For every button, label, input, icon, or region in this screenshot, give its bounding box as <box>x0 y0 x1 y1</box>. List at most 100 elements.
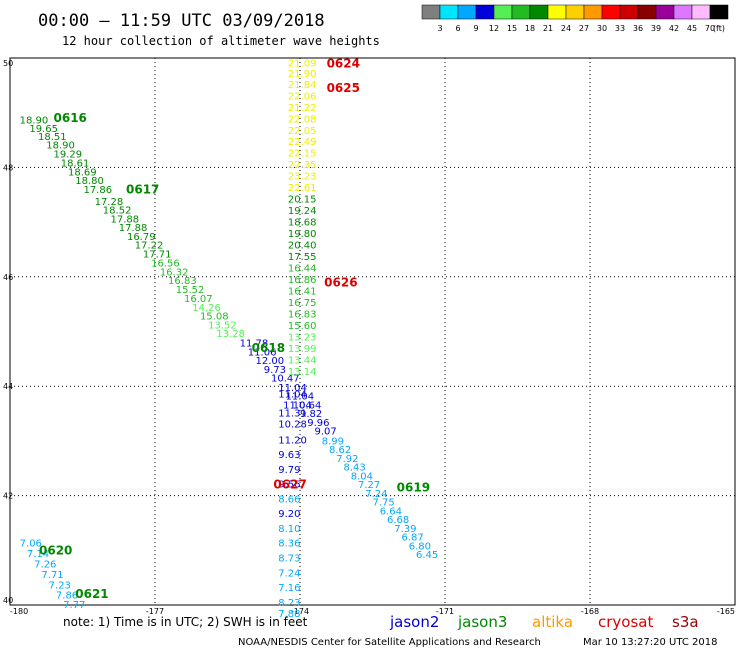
y-tick-label-5: 50 <box>3 59 13 68</box>
data-point-0624-2: 21.84 <box>288 80 317 91</box>
legend-unit: (ft) <box>713 24 725 33</box>
chart-subtitle: 12 hour collection of altimeter wave hei… <box>62 34 380 48</box>
data-point-0618-10: 9.07 <box>315 427 337 438</box>
data-point-0618-16: 7.27 <box>358 480 380 491</box>
data-point-0624-34: 9.79 <box>278 465 300 476</box>
data-point-0617-8: 16.32 <box>160 267 189 278</box>
pass-label-0619: 0619 <box>397 480 430 494</box>
note-text: note: 1) Time is in UTC; 2) SWH is in fe… <box>63 615 308 629</box>
legend-label-13: 42 <box>669 24 679 33</box>
data-point-0624-41: 7.24 <box>278 568 300 579</box>
legend-label-12: 39 <box>651 24 661 33</box>
data-point-0624-3: 22.06 <box>288 91 317 102</box>
legend-label-3: 12 <box>489 24 499 33</box>
legend-swatch-12 <box>637 4 657 20</box>
data-point-0620-2: 7.26 <box>34 560 56 571</box>
data-point-0617-15: 13.28 <box>216 329 245 340</box>
data-point-0624-11: 22.61 <box>288 183 317 194</box>
data-point-0624-13: 19.24 <box>288 206 317 217</box>
data-point-0618-13: 7.92 <box>336 454 358 465</box>
legend-label-1: 6 <box>455 24 460 33</box>
data-point-0618-2: 12.00 <box>256 356 285 367</box>
data-point-0618-4: 10.47 <box>271 374 300 385</box>
satellite-s3a: s3a <box>672 613 699 631</box>
pass-label-0620: 0620 <box>39 543 72 557</box>
data-point-0617-5: 17.22 <box>135 241 164 252</box>
data-point-0618-23: 6.80 <box>409 541 431 552</box>
grid-lines <box>10 58 735 605</box>
legend-swatch-8 <box>565 4 585 20</box>
data-point-0624-25: 13.99 <box>288 344 317 355</box>
y-tick-label-2: 44 <box>3 382 13 391</box>
data-point-0617-13: 15.08 <box>200 312 229 323</box>
legend-swatch-3 <box>475 4 495 20</box>
pass-label-0625: 0625 <box>327 81 360 95</box>
x-tick-label-5: -165 <box>717 607 735 616</box>
legend-label-8: 27 <box>579 24 589 33</box>
data-point-0616-4: 19.29 <box>54 149 83 160</box>
color-legend: 3 6 9 12 15 18 21 24 27 30 33 36 39 42 45 70(ft) <box>421 4 729 33</box>
data-point-0624-10: 23.23 <box>288 172 317 183</box>
data-point-0620-5: 7.86 <box>56 591 78 602</box>
data-point-0624-39: 8.36 <box>278 539 300 550</box>
data-point-0618-18: 7.75 <box>373 498 395 509</box>
data-point-0624-18: 16.44 <box>288 264 317 275</box>
data-point-0624-32: 11.20 <box>278 435 307 446</box>
data-point-0624-44: 7.88 <box>278 609 300 620</box>
data-point-0620-3: 7.71 <box>41 570 63 581</box>
data-point-0617-12: 14.26 <box>192 303 221 314</box>
legend-label-10: 33 <box>615 24 625 33</box>
data-point-0624-43: 8.23 <box>278 598 300 609</box>
data-point-0618-1: 11.06 <box>248 347 277 358</box>
data-point-0618-17: 7.24 <box>365 489 387 500</box>
data-point-0624-4: 21.22 <box>288 103 317 114</box>
data-point-0624-42: 7.16 <box>278 583 300 594</box>
legend-label-11: 36 <box>633 24 643 33</box>
data-point-0618-12: 8.62 <box>329 445 351 456</box>
x-tick-label-2: -174 <box>291 607 309 616</box>
data-point-0624-35: 9.56 <box>278 480 300 491</box>
data-point-0618-8: 9.82 <box>300 409 322 420</box>
data-point-0617-2: 17.88 <box>111 214 140 225</box>
data-point-0616-3: 18.90 <box>46 141 75 152</box>
data-point-0624-8: 22.15 <box>288 149 317 160</box>
satellite-cryosat: cryosat <box>598 613 653 631</box>
data-point-0624-0: 21.09 <box>288 58 317 69</box>
y-tick-label-0: 40 <box>3 596 13 605</box>
data-point-0617-0: 17.28 <box>95 197 124 208</box>
data-point-0624-38: 8.10 <box>278 524 300 535</box>
pass-label-0624: 0624 <box>327 56 360 70</box>
legend-label-2: 9 <box>473 24 478 33</box>
data-point-0617-4: 16.79 <box>127 232 156 243</box>
y-tick-label-1: 42 <box>3 492 13 501</box>
legend-swatch-1 <box>439 4 459 20</box>
data-point-0624-19: 16.86 <box>288 275 317 286</box>
pass-label-0626: 0626 <box>324 275 357 289</box>
legend-swatch-6 <box>529 4 549 20</box>
data-point-0624-22: 16.83 <box>288 310 317 321</box>
legend-swatch-14 <box>673 4 693 20</box>
data-point-0624-12: 20.15 <box>288 195 317 206</box>
data-point-0624-26: 13.44 <box>288 355 317 366</box>
data-point-0624-36: 8.66 <box>278 494 300 505</box>
data-point-0624-20: 16.41 <box>288 287 317 298</box>
data-point-0624-31: 10.28 <box>278 419 307 430</box>
data-point-0618-20: 6.68 <box>387 515 409 526</box>
data-point-0624-30: 11.31 <box>278 409 307 420</box>
data-point-0624-15: 19.80 <box>288 229 317 240</box>
legend-label-14: 45 <box>687 24 697 33</box>
pass-label-0621: 0621 <box>75 587 108 601</box>
legend-label-7: 24 <box>561 24 571 33</box>
data-point-0617-1: 18.52 <box>103 206 132 217</box>
satellite-jason3: jason3 <box>457 613 507 631</box>
data-point-0624-6: 22.05 <box>288 126 317 137</box>
plot-frame <box>9 57 736 606</box>
satellite-altika: altika <box>532 613 573 631</box>
legend-label-5: 18 <box>525 24 535 33</box>
data-point-0620-4: 7.23 <box>49 580 71 591</box>
legend-label-4: 15 <box>507 24 517 33</box>
pass-label-0627: 0627 <box>273 478 306 492</box>
data-point-0618-0: 11.78 <box>240 339 269 350</box>
data-point-0618-11: 8.99 <box>322 436 344 447</box>
